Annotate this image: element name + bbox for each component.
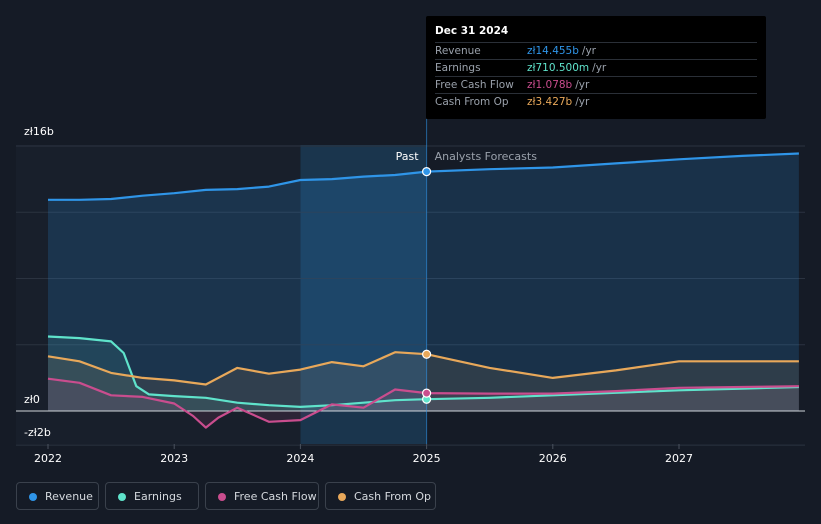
tooltip-panel: Dec 31 2024 Revenue zł14.455b/yr Earning… [426, 16, 766, 119]
legend-item-earnings[interactable]: Earnings [105, 482, 199, 510]
legend-label: Revenue [45, 490, 93, 503]
legend-label: Earnings [134, 490, 182, 503]
tooltip-unit: /yr [575, 96, 590, 108]
area-free-cash-flow [48, 378, 799, 428]
past-highlight-band [300, 145, 427, 444]
area-cash-from-op [48, 352, 799, 411]
series-line-earnings [47, 335, 799, 408]
tooltip-row-cash-from-op: Cash From Op zł3.427b/yr [435, 93, 757, 111]
x-tick-label: 2025 [413, 452, 441, 465]
tooltip-value: zł14.455b/yr [527, 45, 596, 57]
tooltip-value: zł3.427b/yr [527, 96, 589, 108]
financials-chart: Past Analysts Forecasts zł16b zł0 -zł2b 2022 2… [16, 119, 805, 465]
x-tick-label: 2023 [160, 452, 188, 465]
tooltip-label: Revenue [435, 45, 481, 57]
tooltip-label: Earnings [435, 62, 481, 74]
tooltip-row-revenue: Revenue zł14.455b/yr [435, 42, 757, 60]
tooltip-row-free-cash-flow: Free Cash Flow zł1.078b/yr [435, 76, 757, 94]
legend-dot-icon [338, 493, 346, 501]
legend-label: Cash From Op [354, 490, 432, 503]
forecast-label: Analysts Forecasts [435, 150, 538, 163]
tooltip-value-text: zł3.427b [527, 96, 573, 108]
tooltip-row-earnings: Earnings zł710.500m/yr [435, 59, 757, 77]
past-label: Past [396, 150, 420, 163]
tooltip-value-text: zł1.078b [527, 79, 573, 91]
y-tick-label: -zł2b [24, 426, 51, 439]
legend-item-cash-from-op[interactable]: Cash From Op [325, 482, 436, 510]
y-tick-label: zł0 [24, 393, 40, 406]
legend-dot-icon [118, 493, 126, 501]
marker-revenue [422, 166, 432, 177]
x-tick-label: 2024 [286, 452, 314, 465]
x-tick-label: 2026 [539, 452, 567, 465]
series-line-revenue [48, 152, 799, 201]
legend-dot-icon [218, 493, 226, 501]
x-tick-label: 2027 [665, 452, 693, 465]
legend-item-revenue[interactable]: Revenue [16, 482, 99, 510]
tooltip-unit: /yr [592, 62, 607, 74]
area-earnings [48, 336, 799, 411]
tooltip-value: zł1.078b/yr [527, 79, 589, 91]
marker-free-cash-flow [422, 388, 432, 398]
marker-cash-from-op [422, 349, 432, 359]
area-revenue [48, 153, 799, 411]
tooltip-label: Cash From Op [435, 96, 509, 108]
tooltip-value-text: zł710.500m [527, 62, 590, 74]
legend-item-free-cash-flow[interactable]: Free Cash Flow [205, 482, 319, 510]
legend-label: Free Cash Flow [234, 490, 317, 503]
tooltip-unit: /yr [581, 45, 596, 57]
x-tick-label: 2022 [34, 452, 62, 465]
tooltip-value: zł710.500m/yr [527, 62, 606, 74]
tooltip-date: Dec 31 2024 [435, 25, 509, 37]
legend-dot-icon [29, 493, 37, 501]
y-tick-label: zł16b [24, 125, 54, 138]
series-line-free-cash-flow [47, 377, 799, 429]
tooltip-value-text: zł14.455b [527, 45, 579, 57]
tooltip-unit: /yr [575, 79, 590, 91]
tooltip-label: Free Cash Flow [435, 79, 514, 91]
series-line-cash-from-op [47, 351, 799, 386]
